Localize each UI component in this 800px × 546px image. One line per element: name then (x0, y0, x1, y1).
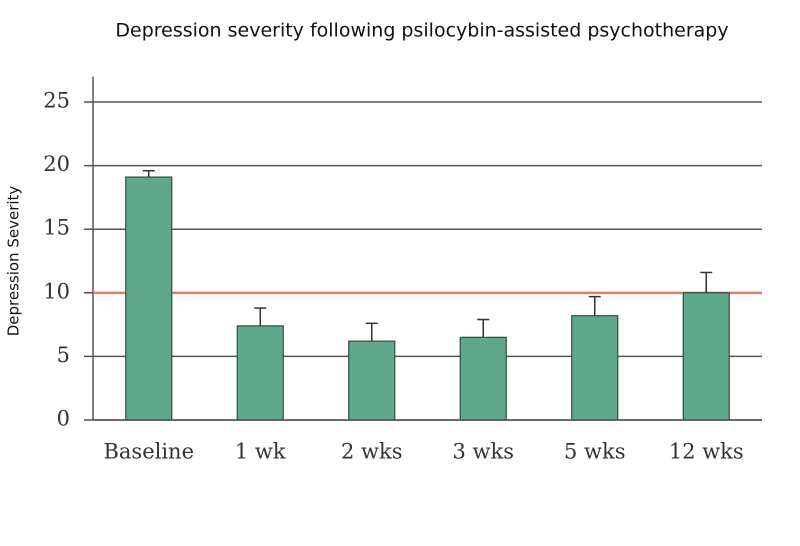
x-tick-label: 2 wks (341, 440, 403, 464)
bar (459, 336, 507, 421)
x-tick-label: 5 wks (564, 440, 626, 464)
x-tick-label: 12 wks (669, 440, 744, 464)
x-tick-label: Baseline (103, 440, 194, 464)
y-tick-label: 15 (43, 216, 70, 240)
y-tick-label: 25 (43, 89, 70, 113)
x-tick-label: 1 wk (235, 440, 286, 464)
y-tick-label: 20 (43, 152, 70, 176)
bar (125, 176, 173, 421)
y-tick-label: 5 (57, 343, 70, 367)
bar (236, 325, 284, 421)
x-tick-label: 3 wks (452, 440, 514, 464)
bar (682, 292, 730, 421)
y-tick-label: 0 (57, 407, 70, 431)
chart-title: Depression severity following psilocybin… (115, 20, 728, 42)
bar (348, 340, 396, 421)
bar (571, 315, 619, 421)
y-axis-label: Depression Severity (5, 186, 23, 337)
y-tick-label: 10 (43, 279, 70, 303)
